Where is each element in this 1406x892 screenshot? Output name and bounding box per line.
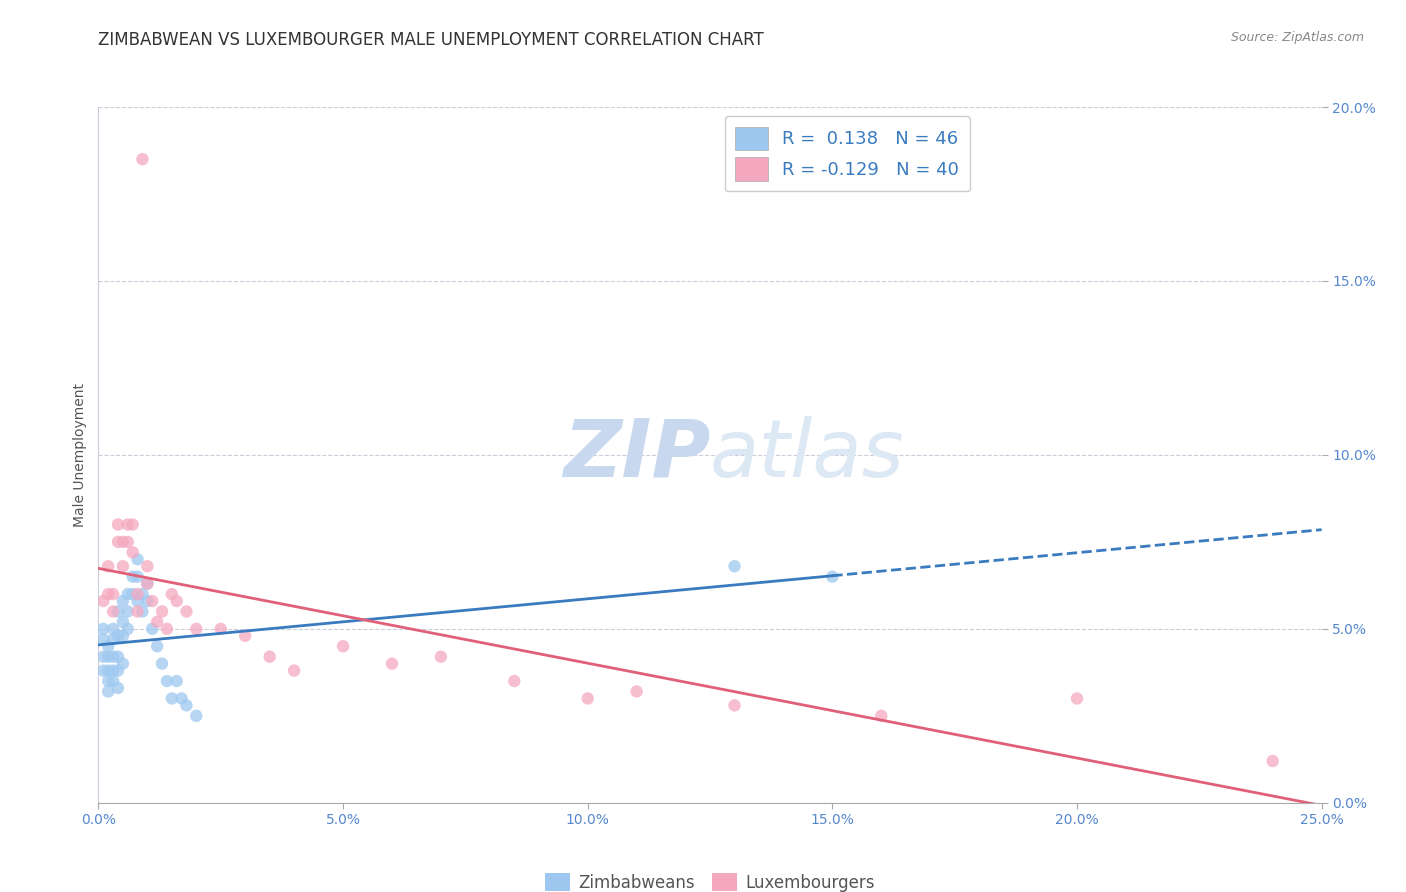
Point	[576, 691, 599, 706]
Point	[111, 629, 134, 643]
Point	[117, 534, 139, 549]
Point	[141, 622, 163, 636]
Point	[1066, 691, 1088, 706]
Y-axis label: Male Unemployment: Male Unemployment	[73, 383, 87, 527]
Text: ZIP: ZIP	[562, 416, 710, 494]
Point	[626, 684, 648, 698]
Point	[111, 594, 134, 608]
Point	[186, 708, 208, 723]
Point	[127, 570, 149, 584]
Point	[107, 649, 129, 664]
Point	[107, 517, 129, 532]
Point	[160, 691, 183, 706]
Point	[101, 605, 124, 619]
Point	[131, 587, 153, 601]
Point	[117, 587, 139, 601]
Point	[127, 587, 149, 601]
Point	[259, 649, 281, 664]
Point	[821, 570, 844, 584]
Point	[121, 517, 143, 532]
Point	[136, 594, 159, 608]
Point	[1261, 754, 1284, 768]
Point	[91, 649, 114, 664]
Point	[723, 698, 745, 713]
Point	[503, 674, 526, 689]
Point	[146, 639, 169, 653]
Point	[121, 545, 143, 559]
Point	[332, 639, 354, 653]
Point	[381, 657, 404, 671]
Point	[136, 576, 159, 591]
Point	[107, 681, 129, 695]
Point	[156, 674, 179, 689]
Point	[131, 605, 153, 619]
Point	[101, 622, 124, 636]
Point	[117, 622, 139, 636]
Point	[91, 664, 114, 678]
Text: ZIMBABWEAN VS LUXEMBOURGER MALE UNEMPLOYMENT CORRELATION CHART: ZIMBABWEAN VS LUXEMBOURGER MALE UNEMPLOY…	[98, 31, 765, 49]
Point	[283, 664, 305, 678]
Point	[160, 587, 183, 601]
Point	[107, 605, 129, 619]
Point	[870, 708, 893, 723]
Point	[170, 691, 193, 706]
Point	[91, 594, 114, 608]
Point	[127, 594, 149, 608]
Point	[97, 559, 120, 574]
Point	[97, 664, 120, 678]
Point	[136, 576, 159, 591]
Point	[111, 657, 134, 671]
Point	[186, 622, 208, 636]
Point	[101, 674, 124, 689]
Text: atlas: atlas	[710, 416, 905, 494]
Point	[117, 605, 139, 619]
Point	[101, 632, 124, 647]
Point	[141, 594, 163, 608]
Point	[127, 605, 149, 619]
Point	[723, 559, 745, 574]
Point	[97, 587, 120, 601]
Text: Source: ZipAtlas.com: Source: ZipAtlas.com	[1230, 31, 1364, 45]
Point	[111, 559, 134, 574]
Point	[107, 534, 129, 549]
Point	[91, 632, 114, 647]
Legend: Zimbabweans, Luxembourgers: Zimbabweans, Luxembourgers	[538, 867, 882, 892]
Point	[150, 657, 173, 671]
Point	[233, 629, 256, 643]
Point	[131, 152, 153, 166]
Point	[111, 534, 134, 549]
Point	[127, 552, 149, 566]
Point	[97, 684, 120, 698]
Point	[156, 622, 179, 636]
Point	[166, 594, 188, 608]
Point	[101, 649, 124, 664]
Point	[176, 698, 198, 713]
Point	[121, 570, 143, 584]
Point	[121, 587, 143, 601]
Point	[150, 605, 173, 619]
Point	[107, 664, 129, 678]
Point	[146, 615, 169, 629]
Point	[111, 615, 134, 629]
Point	[136, 559, 159, 574]
Point	[176, 605, 198, 619]
Point	[117, 517, 139, 532]
Point	[166, 674, 188, 689]
Point	[91, 622, 114, 636]
Point	[101, 587, 124, 601]
Point	[101, 664, 124, 678]
Point	[430, 649, 453, 664]
Point	[97, 649, 120, 664]
Point	[107, 629, 129, 643]
Point	[209, 622, 232, 636]
Point	[97, 674, 120, 689]
Point	[97, 639, 120, 653]
